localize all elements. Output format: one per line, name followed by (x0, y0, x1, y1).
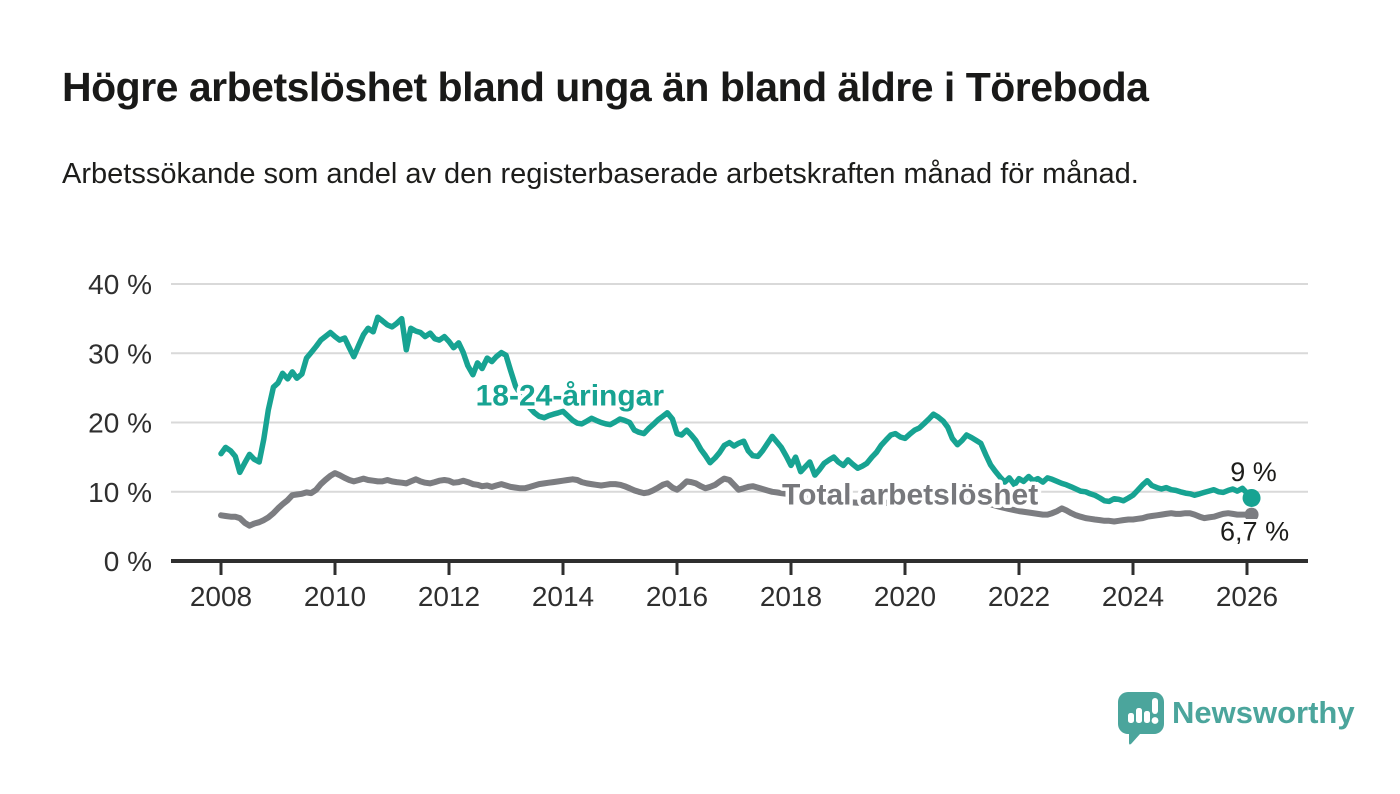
series-line-youth (218, 314, 1255, 505)
newsworthy-wordmark: Newsworthy (1172, 695, 1355, 730)
y-axis-tick-label: 20 % (88, 408, 152, 439)
newsworthy-bubble-icon (1118, 692, 1164, 745)
x-axis-tick-label: 2016 (646, 581, 708, 612)
chart-subtitle: Arbetssökande som andel av den registerb… (62, 158, 1139, 190)
y-axis-tick-label: 40 % (88, 269, 152, 300)
x-axis-tick-label: 2020 (874, 581, 936, 612)
y-axis-tick-label: 0 % (104, 546, 152, 577)
newsworthy-logo: Newsworthy (1117, 690, 1355, 750)
x-axis-tick-label: 2012 (418, 581, 480, 612)
x-axis-tick-label: 2018 (760, 581, 822, 612)
y-axis-tick-label: 10 % (88, 477, 152, 508)
series-end-value-label: 6,7 % (1220, 517, 1289, 547)
page-title: Högre arbetslöshet bland unga än bland ä… (62, 64, 1149, 110)
x-axis-tick-label: 2024 (1102, 581, 1164, 612)
y-axis-tick-label: 30 % (88, 338, 152, 369)
series-end-dot (1244, 507, 1259, 522)
series-annotation: Total arbetslöshet (782, 478, 1038, 511)
x-axis-tick-label: 2010 (304, 581, 366, 612)
x-axis-tick-label: 2022 (988, 581, 1050, 612)
x-axis-tick-label: 2026 (1216, 581, 1278, 612)
x-axis-tick-label: 2014 (532, 581, 594, 612)
series-end-dot (1242, 488, 1261, 507)
x-axis-tick-label: 2008 (190, 581, 252, 612)
series-annotation: 18-24-åringar (476, 380, 665, 413)
series-line-total (218, 470, 1255, 529)
series-end-value-label: 9 % (1230, 457, 1277, 487)
